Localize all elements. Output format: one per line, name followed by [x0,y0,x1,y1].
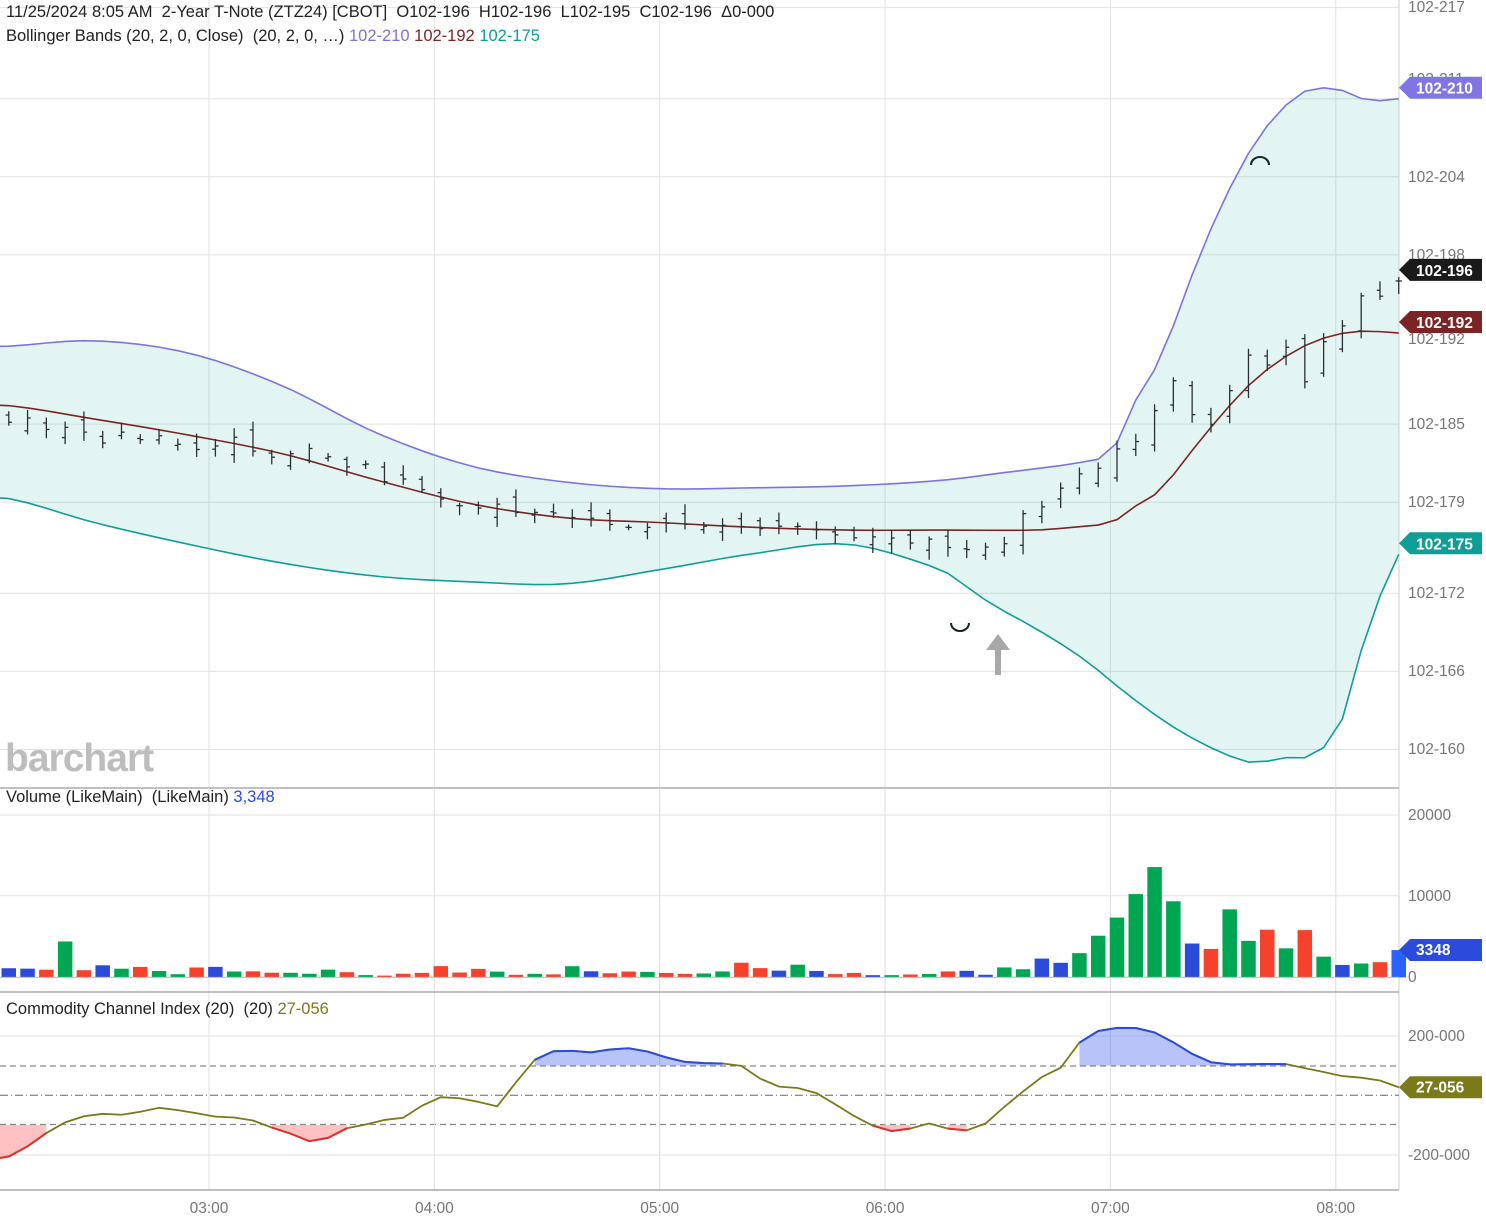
svg-text:102-179: 102-179 [1408,494,1465,511]
svg-text:102-175: 102-175 [1416,536,1473,553]
svg-text:04:00: 04:00 [415,1200,454,1217]
svg-text:-200-000: -200-000 [1408,1147,1470,1164]
svg-text:11/25/2024 8:05 AM 2-Year T-N: 11/25/2024 8:05 AM 2-Year T-Note (ZTZ24)… [6,3,774,21]
svg-text:102-204: 102-204 [1408,169,1465,186]
svg-text:102-166: 102-166 [1408,663,1465,680]
svg-text:Commodity Channel Index (20): Commodity Channel Index (20) (20) 27-056 [6,1000,329,1018]
svg-text:102-172: 102-172 [1408,585,1465,602]
svg-text:barchart: barchart [5,737,154,780]
svg-text:102-160: 102-160 [1408,741,1465,758]
svg-text:200-000: 200-000 [1408,1028,1465,1045]
svg-text:08:00: 08:00 [1316,1200,1355,1217]
svg-text:Bollinger Bands (20, 2, 0, Clo: Bollinger Bands (20, 2, 0, Close) (20, 2… [6,27,540,45]
svg-text:27-056: 27-056 [1416,1079,1465,1096]
svg-text:03:00: 03:00 [190,1200,229,1217]
svg-text:102-196: 102-196 [1416,263,1473,280]
svg-text:Volume (LikeMain) (LikeMain): Volume (LikeMain) (LikeMain) 3,348 [6,788,275,806]
svg-text:3348: 3348 [1416,942,1451,959]
svg-text:102-192: 102-192 [1408,331,1465,348]
svg-text:05:00: 05:00 [640,1200,679,1217]
svg-text:102-217: 102-217 [1408,0,1465,16]
svg-text:20000: 20000 [1408,807,1451,824]
svg-text:102-210: 102-210 [1416,81,1473,98]
svg-text:06:00: 06:00 [866,1200,905,1217]
svg-text:0: 0 [1408,969,1417,986]
svg-text:102-192: 102-192 [1416,315,1473,332]
svg-text:10000: 10000 [1408,888,1451,905]
svg-text:102-185: 102-185 [1408,416,1465,433]
svg-text:07:00: 07:00 [1091,1200,1130,1217]
